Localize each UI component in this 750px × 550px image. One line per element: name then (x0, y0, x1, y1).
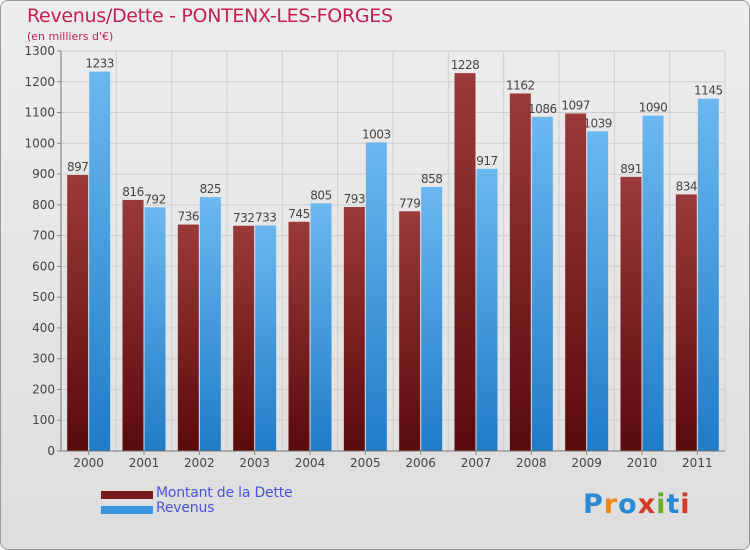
bar-dette (233, 225, 255, 451)
y-tick-label: 100 (32, 413, 55, 427)
data-label-revenus: 1090 (639, 101, 668, 115)
proxiti-logo: Proxiti (583, 489, 691, 520)
y-tick-label: 1200 (24, 75, 55, 89)
bar-revenus (255, 225, 277, 451)
x-tick-label: 2000 (73, 456, 104, 470)
data-label-dette: 834 (676, 179, 697, 193)
logo-letter: i (656, 489, 667, 520)
bar-dette (67, 175, 89, 451)
x-tick-label: 2002 (184, 456, 215, 470)
bar-dette (565, 113, 587, 451)
logo-letter: t (666, 489, 681, 520)
data-label-dette: 1162 (506, 78, 535, 92)
data-label-dette: 779 (399, 196, 420, 210)
bar-dette (675, 194, 697, 451)
data-label-revenus: 917 (476, 154, 497, 168)
data-label-dette: 732 (233, 211, 254, 225)
legend-label-revenus: Revenus (156, 500, 215, 516)
bar-revenus (144, 207, 166, 451)
y-tick-label: 1300 (24, 44, 55, 58)
legend-label-dette: Montant de la Dette (156, 485, 293, 501)
data-label-dette: 816 (122, 185, 143, 199)
y-tick-label: 900 (32, 167, 55, 181)
data-label-dette: 1097 (561, 98, 590, 112)
y-tick-label: 200 (32, 382, 55, 396)
bar-revenus (421, 187, 443, 451)
data-label-revenus: 1039 (583, 116, 612, 130)
x-tick-label: 2010 (627, 456, 658, 470)
logo-letter: o (618, 489, 638, 520)
bar-revenus (642, 115, 664, 451)
data-label-dette: 793 (344, 192, 365, 206)
data-label-revenus: 805 (310, 188, 331, 202)
y-tick-label: 300 (32, 352, 55, 366)
data-label-revenus: 1003 (362, 127, 391, 141)
bar-revenus (697, 98, 719, 451)
bar-dette (509, 93, 531, 451)
x-tick-label: 2006 (405, 456, 436, 470)
data-label-dette: 745 (288, 207, 309, 221)
chart-title: Revenus/Dette - PONTENX-LES-FORGES (27, 5, 393, 27)
bar-dette (620, 176, 642, 451)
x-tick-label: 2007 (461, 456, 492, 470)
data-label-revenus: 1086 (528, 102, 557, 116)
x-tick-label: 2005 (350, 456, 381, 470)
chart-subtitle: (en milliers d'€) (27, 30, 114, 43)
legend-swatch-dette (101, 491, 153, 499)
bar-revenus (89, 71, 111, 451)
bar-dette (122, 199, 144, 451)
bar-revenus (365, 142, 387, 451)
x-tick-label: 2009 (571, 456, 602, 470)
data-label-revenus: 1233 (85, 57, 114, 71)
y-tick-label: 700 (32, 229, 55, 243)
y-tick-label: 600 (32, 259, 55, 273)
y-tick-label: 500 (32, 290, 55, 304)
y-tick-label: 800 (32, 198, 55, 212)
data-label-dette: 897 (67, 160, 88, 174)
bar-dette (177, 224, 199, 451)
data-label-revenus: 1145 (694, 84, 723, 98)
data-label-dette: 891 (620, 162, 641, 176)
x-tick-label: 2008 (516, 456, 547, 470)
bar-revenus (476, 168, 498, 451)
bar-dette (343, 207, 365, 451)
x-tick-label: 2003 (239, 456, 270, 470)
bar-dette (399, 211, 421, 451)
legend-swatch-revenus (101, 506, 153, 514)
bar-revenus (310, 203, 332, 451)
data-label-dette: 1228 (451, 58, 480, 72)
x-tick-label: 2011 (682, 456, 713, 470)
y-tick-label: 0 (47, 444, 55, 458)
logo-letter: r (603, 489, 619, 520)
bar-revenus (587, 131, 609, 452)
x-tick-label: 2004 (295, 456, 326, 470)
data-label-revenus: 792 (144, 192, 165, 206)
y-tick-label: 1000 (24, 136, 55, 150)
logo-letter: P (583, 489, 604, 520)
y-tick-label: 1100 (24, 106, 55, 120)
data-label-revenus: 858 (421, 172, 442, 186)
bar-revenus (531, 116, 553, 451)
data-label-revenus: 825 (200, 182, 221, 196)
bar-revenus (199, 197, 221, 451)
logo-letter: i (680, 489, 691, 520)
x-tick-label: 2001 (129, 456, 160, 470)
data-label-revenus: 733 (255, 210, 276, 224)
bar-dette (288, 221, 310, 451)
data-label-dette: 736 (178, 210, 199, 224)
bar-dette (454, 73, 476, 452)
y-tick-label: 400 (32, 321, 55, 335)
logo-letter: x (637, 489, 657, 520)
